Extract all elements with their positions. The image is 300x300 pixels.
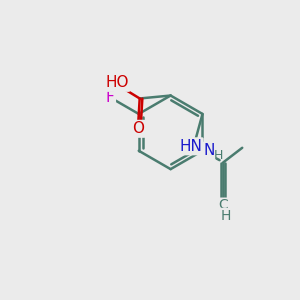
Text: N: N [203,143,215,158]
Text: O: O [132,121,144,136]
Text: HO: HO [105,75,129,90]
Text: H: H [214,149,224,162]
Text: H: H [221,208,231,223]
Text: F: F [106,90,115,105]
Text: HN: HN [179,139,202,154]
Text: C: C [218,198,228,212]
